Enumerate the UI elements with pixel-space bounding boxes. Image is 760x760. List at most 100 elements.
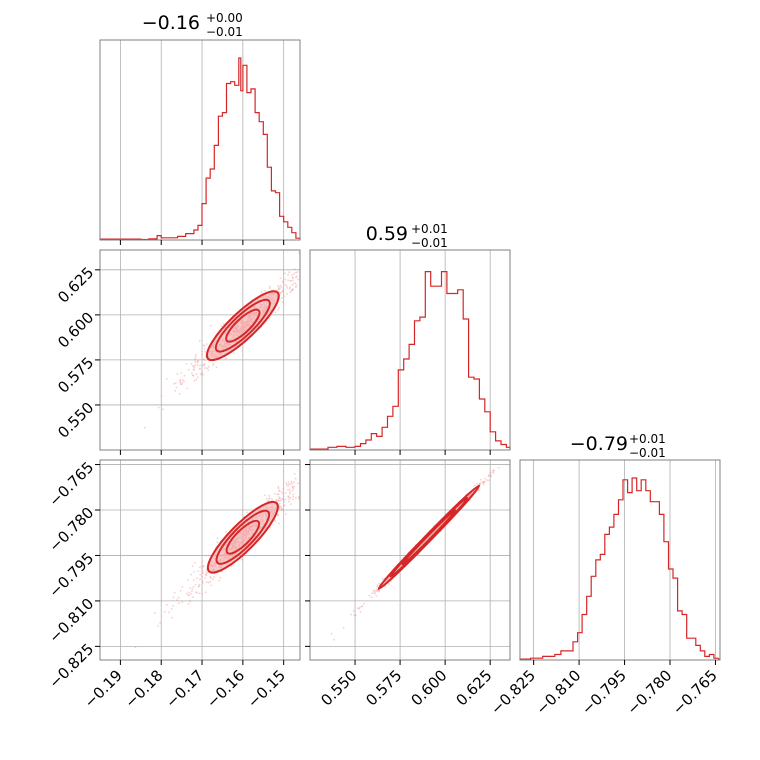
scatter-point — [486, 479, 489, 482]
scatter-point — [201, 580, 204, 582]
scatter-point — [205, 343, 208, 346]
scatter-point — [204, 367, 206, 370]
scatter-point — [302, 478, 304, 480]
title-param-2: 0.59 +0.01 −0.01 — [366, 222, 448, 250]
scatter-point — [190, 573, 193, 576]
y-tick-label: 0.575 — [54, 354, 97, 397]
scatter-point — [134, 646, 137, 649]
scatter-point — [283, 295, 286, 297]
scatter-point — [176, 373, 179, 375]
x-tick-label: −0.810 — [533, 666, 585, 718]
scatter-point — [282, 492, 285, 495]
contour-fill — [207, 501, 278, 573]
scatter-point — [195, 353, 197, 356]
scatter-point — [277, 487, 280, 490]
scatter-point — [215, 366, 218, 369]
scatter-point — [157, 406, 160, 409]
scatter-point — [176, 599, 178, 601]
scatter-point — [202, 344, 205, 347]
scatter-point — [197, 570, 200, 572]
scatter-point — [188, 368, 190, 371]
scatter-point — [307, 260, 309, 262]
contour-level-3 — [225, 519, 261, 555]
scatter-point — [497, 467, 500, 469]
scatter-point — [338, 240, 340, 242]
scatter-point — [290, 289, 293, 292]
scatter-point — [193, 366, 195, 369]
scatter-point — [181, 601, 184, 603]
scatter-point — [175, 386, 178, 389]
scatter-point — [203, 348, 206, 350]
scatter-point — [288, 498, 291, 500]
scatter-point — [230, 565, 233, 568]
scatter-point — [181, 586, 184, 588]
scatter-point — [287, 485, 289, 487]
scatter-point — [271, 498, 273, 500]
histogram-frame-1 — [99, 39, 301, 241]
scatter-panel-2 — [134, 466, 306, 649]
scatter-point — [375, 594, 378, 597]
scatter-point — [293, 272, 296, 275]
scatter-point — [314, 241, 316, 243]
data-layer — [99, 57, 721, 661]
scatter-point — [160, 395, 163, 397]
scatter-point — [168, 611, 171, 614]
scatter-point — [479, 478, 482, 481]
scatter-point — [188, 591, 191, 594]
scatter-point — [216, 541, 219, 544]
scatter-point — [304, 466, 306, 468]
scatter-point — [292, 279, 294, 282]
scatter-point — [323, 246, 325, 248]
scatter-point — [193, 368, 196, 371]
scatter-point — [279, 284, 282, 287]
scatter-point — [279, 499, 282, 502]
scatter-point — [274, 520, 277, 522]
scatter-point — [181, 381, 184, 384]
scatter-point — [186, 579, 189, 581]
scatter-point — [159, 622, 162, 624]
scatter-point — [268, 497, 271, 500]
scatter-point — [157, 625, 160, 627]
scatter-point — [179, 589, 182, 592]
frame-layer — [99, 39, 721, 661]
scatter-point — [240, 558, 243, 561]
scatter-point — [381, 578, 384, 581]
contour-level-3 — [401, 509, 457, 566]
scatter-point — [277, 499, 280, 502]
scatter-point — [488, 479, 490, 482]
scatter-point — [194, 361, 197, 363]
scatter-point — [195, 359, 197, 362]
scatter-point — [277, 513, 280, 516]
scatter-point — [288, 287, 291, 290]
scatter-point — [363, 602, 365, 605]
scatter-point — [293, 481, 295, 484]
scatter-point — [282, 301, 284, 304]
scatter-point — [192, 374, 195, 377]
scatter-point — [296, 271, 299, 273]
scatter-point — [342, 626, 345, 629]
contour-level-1 — [205, 290, 280, 362]
y-tick-label: 0.550 — [54, 399, 97, 442]
scatter-point — [194, 562, 196, 564]
scatter-point — [194, 356, 197, 358]
scatter-frame-3 — [309, 459, 511, 661]
histogram-frame-2 — [309, 249, 511, 451]
scatter-point — [277, 309, 279, 311]
scatter-point — [179, 381, 182, 384]
scatter-point — [291, 274, 294, 277]
scatter-point — [473, 484, 476, 487]
scatter-point — [302, 263, 304, 265]
scatter-point — [209, 580, 212, 583]
contour-fill — [206, 291, 279, 361]
scatter-point — [180, 383, 183, 385]
scatter-point — [199, 566, 201, 568]
scatter-point — [282, 498, 285, 500]
scatter-point — [174, 389, 177, 392]
scatter-point — [284, 272, 286, 275]
scatter-point — [246, 511, 249, 514]
scatter-point — [286, 287, 289, 289]
scatter-point — [484, 477, 487, 480]
scatter-point — [191, 588, 194, 590]
scatter-point — [212, 578, 214, 581]
scatter-point — [477, 489, 480, 492]
